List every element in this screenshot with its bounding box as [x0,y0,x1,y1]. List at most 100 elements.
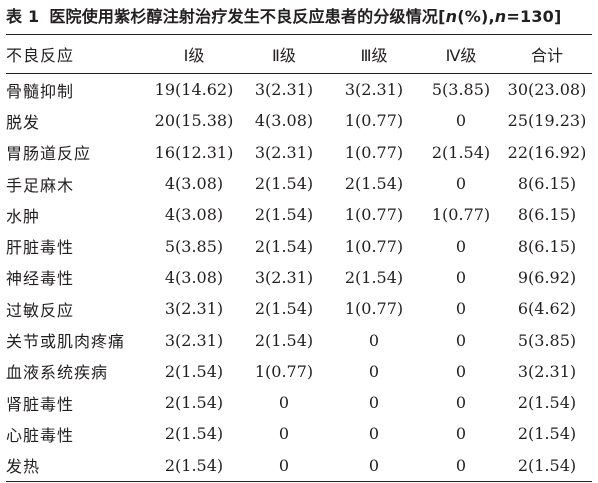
cell-grade-2: 2(1.54) [254,205,314,225]
header-adverse-reaction: 不良反应 [6,46,75,65]
row-label: 关节或肌肉疼痛 [6,332,126,352]
cell-grade-4: 2(1.54) [431,142,491,162]
row-label: 血液系统疾病 [6,363,109,383]
row-label: 骨髓抑制 [6,81,75,101]
table-row: 水肿 4(3.08) 2(1.54) 1(0.77) 1(0.77) 8(6.1… [6,199,592,230]
cell-grade-1: 4(3.08) [164,174,224,194]
cell-grade-2: 3(2.31) [254,80,314,100]
table-row: 神经毒性 4(3.08) 3(2.31) 2(1.54) 0 9(6.92) [6,262,592,293]
table-row: 血液系统疾病 2(1.54) 1(0.77) 0 0 3(2.31) [6,356,592,387]
cell-total: 6(4.62) [517,299,577,319]
cell-grade-4: 0 [455,424,467,444]
cell-grade-3: 0 [368,330,380,350]
cell-total: 2(1.54) [517,393,577,413]
cell-total: 8(6.15) [517,174,577,194]
table-stats-note: [n(%),n=130] [438,7,562,26]
table-row: 肝脏毒性 5(3.85) 2(1.54) 1(0.77) 0 8(6.15) [6,230,592,261]
table-row: 脱发 20(15.38) 4(3.08) 1(0.77) 0 25(19.23) [6,105,592,136]
row-label: 脱发 [6,112,41,132]
cell-grade-3: 2(1.54) [344,174,404,194]
cell-grade-1: 3(2.31) [164,299,224,319]
cell-grade-3: 3(2.31) [344,80,404,100]
cell-grade-1: 5(3.85) [164,236,224,256]
cell-total: 8(6.15) [517,236,577,256]
cell-grade-3: 1(0.77) [344,299,404,319]
cell-grade-4: 0 [455,361,467,381]
row-label: 肾脏毒性 [6,394,75,414]
header-total: 合计 [530,46,563,65]
cell-grade-2: 0 [278,455,290,475]
header-grade-2: Ⅱ级 [272,46,296,65]
table-row: 胃肠道反应 16(12.31) 3(2.31) 1(0.77) 2(1.54) … [6,137,592,168]
cell-grade-4: 5(3.85) [431,80,491,100]
cell-grade-1: 2(1.54) [164,393,224,413]
cell-grade-3: 1(0.77) [344,111,404,131]
row-label: 手足麻木 [6,175,75,195]
cell-grade-3: 2(1.54) [344,267,404,287]
cell-grade-2: 0 [278,424,290,444]
cell-grade-1: 2(1.54) [164,424,224,444]
cell-grade-4: 0 [455,267,467,287]
table-row: 肾脏毒性 2(1.54) 0 0 0 2(1.54) [6,387,592,418]
cell-grade-3: 1(0.77) [344,142,404,162]
cell-grade-1: 19(14.62) [154,80,234,100]
cell-grade-2: 3(2.31) [254,267,314,287]
header-grade-1: Ⅰ级 [183,46,205,65]
cell-total: 25(19.23) [507,111,587,131]
cell-grade-3: 0 [368,455,380,475]
cell-grade-2: 2(1.54) [254,330,314,350]
cell-grade-4: 0 [455,330,467,350]
table-row: 关节或肌肉疼痛 3(2.31) 2(1.54) 0 0 5(3.85) [6,324,592,355]
cell-grade-2: 0 [278,393,290,413]
cell-grade-1: 20(15.38) [154,111,234,131]
cell-grade-1: 2(1.54) [164,455,224,475]
cell-grade-1: 4(3.08) [164,267,224,287]
cell-grade-2: 1(0.77) [254,361,314,381]
cell-grade-2: 3(2.31) [254,142,314,162]
table-header-row: 不良反应 Ⅰ级 Ⅱ级 Ⅲ级 Ⅳ级 合计 [6,34,592,74]
cell-total: 2(1.54) [517,455,577,475]
row-label: 水肿 [6,206,41,226]
cell-total: 9(6.92) [517,267,577,287]
cell-total: 5(3.85) [517,330,577,350]
cell-grade-1: 2(1.54) [164,361,224,381]
table-row: 过敏反应 3(2.31) 2(1.54) 1(0.77) 0 6(4.62) [6,293,592,324]
table-row: 心脏毒性 2(1.54) 0 0 0 2(1.54) [6,418,592,449]
table-row: 骨髓抑制 19(14.62) 3(2.31) 3(2.31) 5(3.85) 3… [6,74,592,106]
cell-grade-1: 3(2.31) [164,330,224,350]
row-label: 过敏反应 [6,300,75,320]
table-caption: 表 1 医院使用紫杉醇注射治疗发生不良反应患者的分级情况[n(%),n=130] [6,0,592,34]
cell-grade-2: 2(1.54) [254,299,314,319]
cell-grade-3: 1(0.77) [344,236,404,256]
cell-total: 2(1.54) [517,424,577,444]
cell-total: 22(16.92) [507,142,587,162]
header-grade-3: Ⅲ级 [360,46,388,65]
cell-total: 30(23.08) [507,80,587,100]
table-row: 手足麻木 4(3.08) 2(1.54) 2(1.54) 0 8(6.15) [6,168,592,199]
cell-grade-2: 2(1.54) [254,236,314,256]
cell-grade-4: 1(0.77) [431,205,491,225]
cell-grade-3: 0 [368,361,380,381]
cell-grade-4: 0 [455,236,467,256]
cell-total: 3(2.31) [517,361,577,381]
table-title: 医院使用紫杉醇注射治疗发生不良反应患者的分级情况 [49,7,439,26]
row-label: 发热 [6,457,41,477]
cell-grade-2: 2(1.54) [254,174,314,194]
adverse-reaction-table: 不良反应 Ⅰ级 Ⅱ级 Ⅲ级 Ⅳ级 合计 骨髓抑制 19(14.62) 3(2.3… [6,34,592,482]
cell-grade-4: 0 [455,299,467,319]
row-label: 肝脏毒性 [6,238,75,258]
row-label: 神经毒性 [6,269,75,289]
cell-grade-4: 0 [455,393,467,413]
row-label: 心脏毒性 [6,425,75,445]
cell-grade-3: 1(0.77) [344,205,404,225]
cell-grade-1: 16(12.31) [154,142,234,162]
cell-grade-2: 4(3.08) [254,111,314,131]
table-row: 发热 2(1.54) 0 0 0 2(1.54) [6,450,592,482]
cell-grade-4: 0 [455,111,467,131]
cell-grade-4: 0 [455,174,467,194]
cell-grade-1: 4(3.08) [164,205,224,225]
header-grade-4: Ⅳ级 [445,46,477,65]
table-number: 表 1 [6,7,40,26]
cell-grade-3: 0 [368,424,380,444]
